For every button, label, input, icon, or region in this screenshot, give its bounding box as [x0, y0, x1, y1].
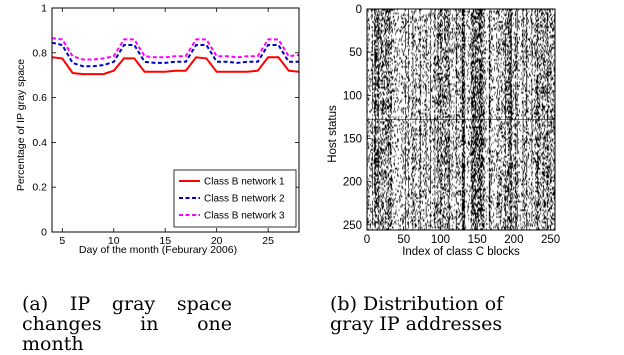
x-tick-label: 0: [364, 234, 370, 246]
y-tick-label: 150: [343, 133, 362, 145]
figure: Percentage of IP gray space Day of the m…: [15, 3, 560, 259]
y-tick-label: 50: [349, 47, 362, 59]
y-tick-label: 100: [343, 90, 362, 102]
y-tick-label: 0: [356, 4, 362, 16]
plot-frame: [366, 8, 556, 231]
x-axis-label: Index of class C blocks: [402, 246, 520, 258]
y-tick-label: 0.8: [32, 47, 47, 59]
x-tick-label: 100: [431, 234, 450, 246]
series-line-3: [51, 37, 300, 61]
y-tick-label: 1: [41, 3, 47, 15]
x-tick-label: 250: [541, 234, 560, 246]
gray-ip-distribution-heatmap: Host status Index of class C blocks 0 50 1…: [327, 4, 560, 258]
caption-a: (a) IP gray space changes in one month: [22, 293, 232, 355]
plot-frame: [51, 7, 300, 233]
series-line-1: [51, 56, 300, 76]
y-tick-label: 0.6: [32, 92, 47, 104]
legend-entry: Class B network 2: [204, 194, 285, 205]
x-tick-label: 50: [397, 234, 410, 246]
y-tick-label: 0: [41, 227, 47, 239]
x-tick-label: 10: [108, 235, 120, 247]
y-tick-label: 0.4: [32, 137, 47, 149]
caption-b: (b) Distribution of gray IP addresses: [330, 293, 504, 335]
x-tick-label: 200: [504, 234, 523, 246]
y-tick-label: 250: [343, 220, 362, 232]
series-line-2: [51, 41, 299, 68]
gray-space-line-chart: Percentage of IP gray space Day of the m…: [15, 3, 300, 256]
y-tick-label: 0.2: [32, 182, 47, 194]
x-tick-label: 25: [262, 235, 274, 247]
legend-entry: Class B network 3: [204, 211, 285, 222]
y-axis-label: Percentage of IP gray space: [15, 59, 27, 191]
legend-entry: Class B network 1: [204, 177, 285, 188]
y-tick-label: 200: [343, 177, 362, 189]
x-tick-label: 15: [159, 235, 171, 247]
legend: Class B network 1 Class B network 2 Class …: [173, 169, 297, 228]
x-axis-label: Day of the month (Feburary 2006): [79, 244, 237, 256]
x-tick-label: 150: [468, 234, 487, 246]
y-axis-label: Host status: [327, 105, 339, 163]
x-tick-label: 20: [211, 235, 223, 247]
x-tick-label: 5: [59, 235, 65, 247]
